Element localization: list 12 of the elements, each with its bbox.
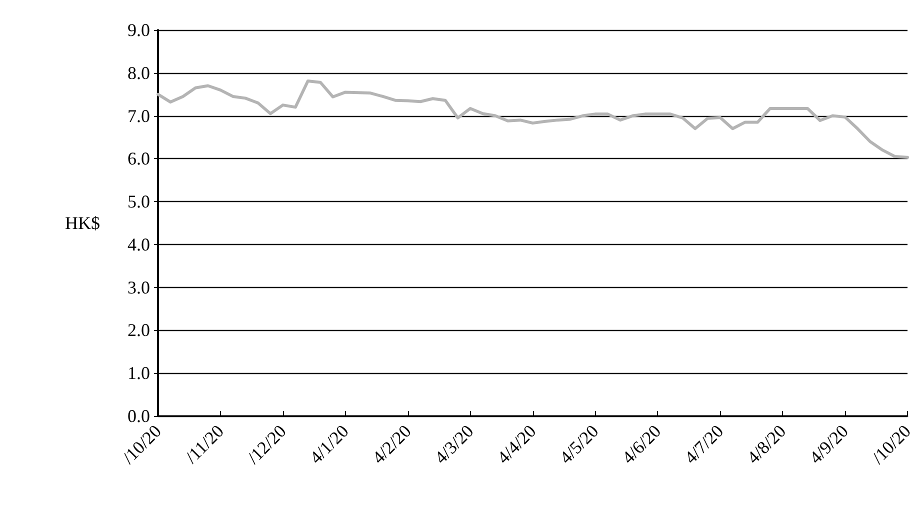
y-tick-label: 8.0 xyxy=(128,62,150,83)
y-tick-label: 0.0 xyxy=(128,406,150,426)
y-tick-label: 5.0 xyxy=(128,192,150,212)
y-tick-label: 9.0 xyxy=(128,20,150,40)
line-series xyxy=(156,80,910,159)
y-tick-label: 2.0 xyxy=(128,320,150,340)
y-tick-label: 7.0 xyxy=(128,106,150,126)
y-tick-label: 1.0 xyxy=(128,363,150,384)
y-tick-label: 4.0 xyxy=(128,234,150,254)
y-tick-label: 3.0 xyxy=(128,277,150,298)
y-tick-label: 6.0 xyxy=(128,148,150,169)
y-axis-title: HK$ xyxy=(65,213,100,233)
